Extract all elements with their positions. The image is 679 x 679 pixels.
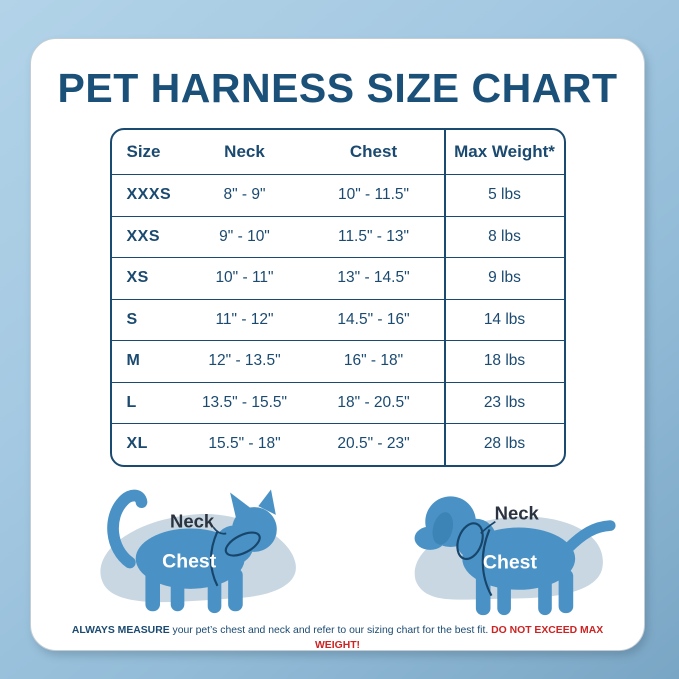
cat-neck-pointer: [212, 526, 227, 535]
table-container: Size Neck Chest Max Weight* XXXS 8" - 9" 1…: [31, 128, 644, 467]
footer-line-1: ALWAYS MEASURE your pet’s chest and neck…: [57, 623, 618, 651]
column-header-size: Size: [126, 142, 161, 161]
page-title: PET HARNESS SIZE CHART: [57, 65, 618, 111]
table-row: M 12" - 13.5" 16" - 18" 18 lbs: [111, 340, 564, 382]
table-row: S 11" - 12" 14.5" - 16" 14 lbs: [111, 298, 564, 341]
cat-leg: [170, 571, 185, 611]
cat-neck-label: Neck: [170, 510, 215, 531]
cat-ear: [258, 489, 276, 515]
size-chart-card: PET HARNESS SIZE CHART Size Neck Chest M…: [30, 38, 645, 651]
dog-chest-line: [481, 528, 493, 596]
chest-cell: 10" - 11.5": [303, 174, 444, 216]
dog-ear: [432, 511, 454, 545]
dog-leg: [538, 573, 552, 615]
chest-cell: 14.5" - 16": [303, 298, 444, 341]
dog-leg: [475, 569, 491, 615]
size-cell: M: [111, 340, 186, 382]
cat-leg: [145, 567, 161, 611]
dog-leg: [497, 573, 511, 615]
size-cell: L: [111, 381, 186, 424]
max-weight-warning: DO NOT EXCEED MAX WEIGHT!: [314, 624, 604, 651]
table-row: L 13.5" - 15.5" 18" - 20.5" 23 lbs: [111, 381, 564, 424]
footer-note: ALWAYS MEASURE your pet’s chest and neck…: [31, 623, 644, 651]
cat-leg: [207, 571, 222, 613]
neck-cell: 12" - 13.5": [185, 340, 304, 382]
size-cell: S: [111, 298, 186, 341]
neck-cell: 8" - 9": [185, 174, 304, 216]
table-row: XS 10" - 11" 13" - 14.5" 9 lbs: [111, 257, 564, 299]
max-weight-cell: 8 lbs: [443, 215, 564, 257]
max-weight-cell: 23 lbs: [443, 381, 564, 423]
neck-cell: 10" - 11": [185, 257, 304, 299]
size-cell: XXXS: [111, 174, 186, 216]
neck-cell: 13.5" - 15.5": [185, 381, 304, 424]
table-row: XXS 9" - 10" 11.5" - 13" 8 lbs: [111, 215, 564, 258]
dog-illustration: Neck Chest: [414, 495, 616, 615]
size-table: Size Neck Chest Max Weight* XXXS 8" - 9" 1…: [109, 128, 566, 467]
cat-tail: [107, 489, 148, 568]
dog-neck-pointer: [480, 520, 496, 534]
cat-head: [232, 506, 277, 552]
table-row: XL 15.5" - 18" 20.5" - 23" 28 lbs: [111, 423, 564, 465]
dog-tail: [562, 519, 616, 554]
size-cell: XS: [111, 257, 186, 299]
size-cell: XXS: [111, 215, 186, 258]
dog-leg: [558, 568, 574, 613]
chest-cell: 18" - 20.5": [303, 381, 444, 424]
chest-cell: 11.5" - 13": [303, 215, 444, 258]
size-table-body: XXXS 8" - 9" 10" - 11.5" 5 lbs XXS 9" - 10" 11…: [111, 174, 564, 465]
column-header-chest: Chest: [349, 142, 398, 161]
footer-line-1-text: your pet’s chest and neck and refer to o…: [169, 624, 492, 636]
table-row: XXXS 8" - 9" 10" - 11.5" 5 lbs: [111, 174, 564, 216]
neck-cell: 15.5" - 18": [185, 423, 304, 465]
max-weight-cell: 9 lbs: [443, 257, 564, 299]
cat-chest-label: Chest: [162, 550, 217, 572]
column-header-neck: Neck: [224, 142, 265, 161]
max-weight-cell: 18 lbs: [443, 340, 564, 382]
cat-measurement-diagram: Neck Chest: [71, 473, 323, 619]
chest-cell: 20.5" - 23": [303, 423, 444, 465]
table-header-row: Size Neck Chest Max Weight*: [112, 130, 564, 174]
always-measure-text: ALWAYS MEASURE: [71, 624, 170, 636]
max-weight-cell: 5 lbs: [443, 174, 564, 216]
neck-cell: 11" - 12": [185, 298, 304, 341]
dog-measurement-diagram: Neck Chest: [382, 473, 634, 619]
max-weight-cell: 14 lbs: [443, 298, 564, 340]
dog-neck-ring: [456, 521, 484, 560]
dog-chest-label: Chest: [483, 551, 538, 573]
size-cell: XL: [111, 423, 186, 465]
neck-cell: 9" - 10": [185, 215, 304, 258]
cat-neck-ring: [224, 531, 261, 557]
cat-leg: [228, 567, 243, 611]
chest-cell: 13" - 14.5": [303, 257, 444, 299]
dog-neck-label: Neck: [495, 502, 540, 523]
measurement-diagrams: Neck Chest: [31, 467, 644, 619]
cat-illustration: Neck Chest: [100, 489, 296, 613]
max-weight-cell: 28 lbs: [443, 423, 564, 465]
cat-chest-line: [209, 530, 219, 586]
column-header-max-weight: Max Weight*: [443, 130, 564, 174]
chest-cell: 16" - 18": [303, 340, 444, 382]
